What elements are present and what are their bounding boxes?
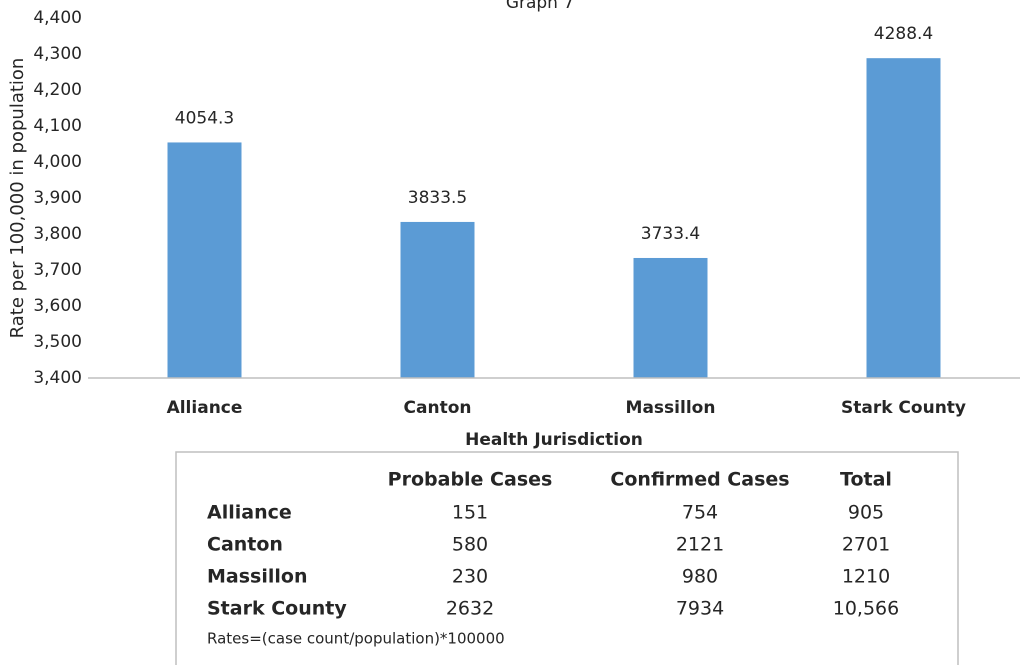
x-axis-label: Health Jurisdiction (465, 430, 643, 450)
x-tick-label: Stark County (841, 398, 966, 418)
column-header: Total (840, 469, 892, 491)
data-label: 4054.3 (175, 108, 234, 128)
y-tick-label: 4,200 (33, 80, 82, 100)
y-tick-label: 4,300 (33, 44, 82, 64)
x-tick-label: Alliance (167, 398, 243, 418)
bar (167, 142, 242, 378)
column-header: Confirmed Cases (610, 469, 789, 491)
y-tick-label: 3,400 (33, 368, 82, 388)
y-tick-label: 4,100 (33, 116, 82, 136)
bar (866, 58, 941, 379)
y-tick-label: 4,400 (33, 8, 82, 28)
row-label: Massillon (207, 566, 307, 588)
y-tick-label: 3,900 (33, 188, 82, 208)
table-frame (175, 451, 959, 665)
y-tick-label: 3,600 (33, 296, 82, 316)
column-header: Probable Cases (388, 469, 553, 491)
y-tick-label: 4,000 (33, 152, 82, 172)
table-cell: 230 (452, 566, 488, 588)
table-cell: 580 (452, 534, 488, 556)
x-tick-label: Canton (404, 398, 472, 418)
data-label: 3833.5 (408, 188, 467, 208)
data-label: 4288.4 (874, 24, 933, 44)
y-axis-label: Rate per 100,000 in population (7, 58, 28, 339)
table-cell: 980 (682, 566, 718, 588)
table-cell: 2701 (842, 534, 890, 556)
table-note: Rates=(case count/population)*100000 (207, 630, 505, 648)
row-label: Stark County (207, 598, 347, 620)
row-label: Canton (207, 534, 283, 556)
table-cell: 7934 (676, 598, 724, 620)
table-cell: 151 (452, 502, 488, 524)
table-cell: 1210 (842, 566, 890, 588)
bar (633, 257, 708, 378)
y-tick-label: 3,700 (33, 260, 82, 280)
x-tick-label: Massillon (626, 398, 716, 418)
y-tick-label: 3,500 (33, 332, 82, 352)
bar (400, 221, 475, 378)
table-cell: 754 (682, 502, 718, 524)
data-label: 3733.4 (641, 224, 700, 244)
table-cell: 10,566 (833, 598, 899, 620)
y-tick-label: 3,800 (33, 224, 82, 244)
table-cell: 905 (848, 502, 884, 524)
chart-title: Graph 7 (506, 0, 574, 13)
table-cell: 2632 (446, 598, 494, 620)
row-label: Alliance (207, 502, 292, 524)
table-cell: 2121 (676, 534, 724, 556)
